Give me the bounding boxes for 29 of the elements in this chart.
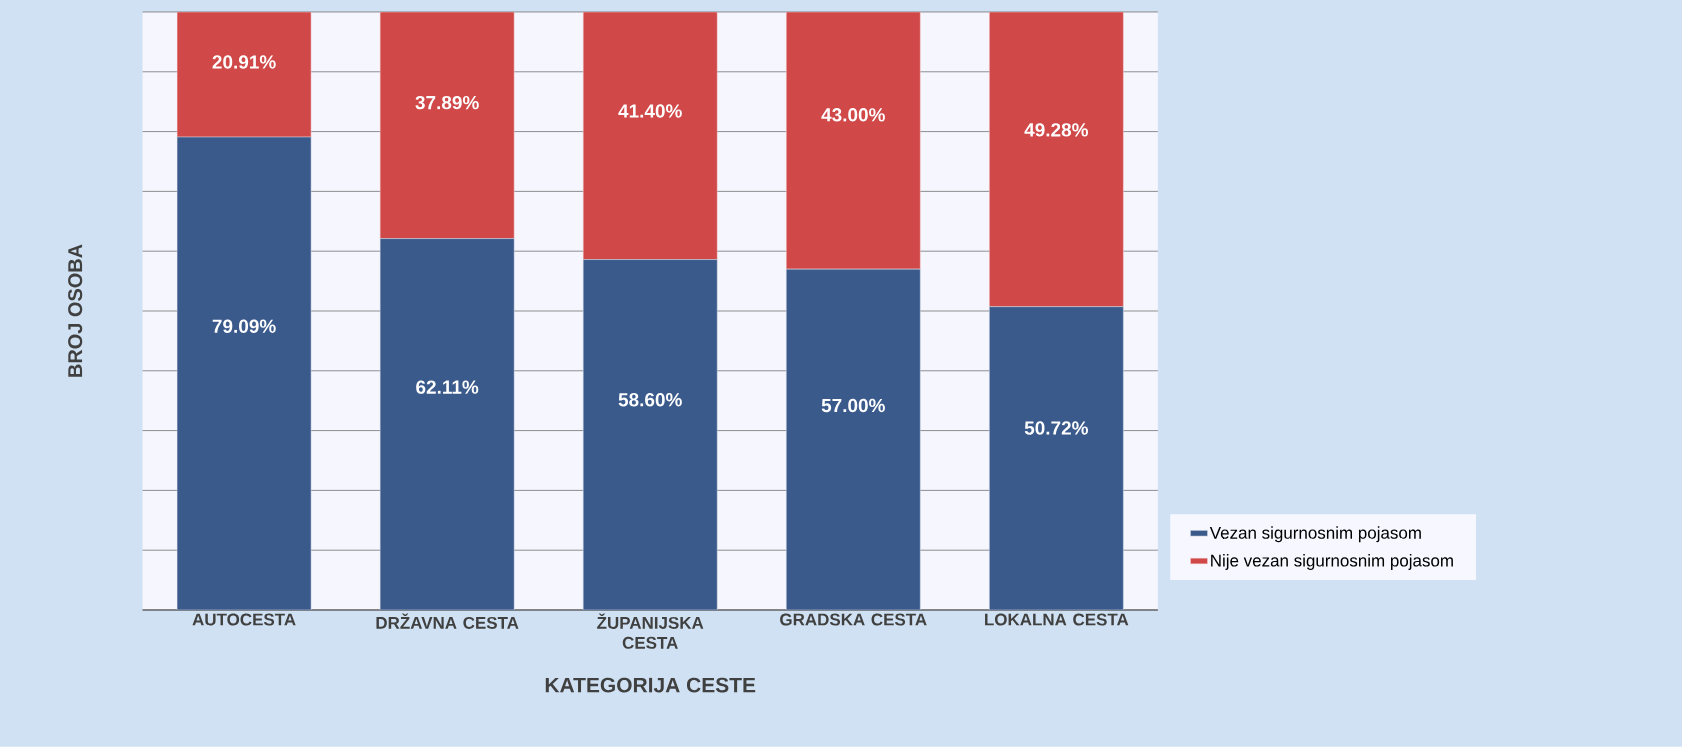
bar [989, 306, 1124, 611]
bar [582, 259, 718, 611]
legend-label: Vezan sigurnosnim pojasom [1209, 526, 1421, 543]
data-label: 57.00% [821, 398, 885, 413]
x-tick-label: ŽUPANIJSKA CESTA [597, 613, 704, 649]
data-label: 50.72% [1024, 421, 1088, 435]
bar [786, 12, 921, 270]
data-label: 79.09% [212, 319, 276, 334]
bar [379, 12, 515, 239]
bar [582, 12, 718, 260]
data-label: 43.00% [821, 108, 885, 122]
data-label: 58.60% [618, 393, 682, 407]
x-tick-label: GRADSKA CESTA [780, 613, 927, 626]
y-axis-title: BROJ OSOBA [68, 244, 83, 377]
x-tick-label: LOKALNA CESTA [985, 613, 1129, 626]
x-axis-title: KATEGORIJA CESTE [545, 677, 756, 693]
bar [786, 268, 921, 611]
bar [379, 238, 515, 611]
bar [176, 12, 312, 138]
data-label: 49.28% [1024, 123, 1088, 137]
x-tick-label: AUTOCESTA [192, 613, 296, 626]
data-label: 41.40% [618, 104, 682, 118]
data-label: 62.11% [416, 380, 479, 394]
bar [989, 12, 1124, 308]
data-label: 20.91% [212, 55, 276, 69]
x-tick-label: DRŽAVNA CESTA [376, 613, 519, 630]
data-label: 37.89% [415, 95, 479, 110]
legend-label: Nije vezan sigurnosnim pojasom [1211, 554, 1453, 571]
bar [176, 136, 312, 611]
